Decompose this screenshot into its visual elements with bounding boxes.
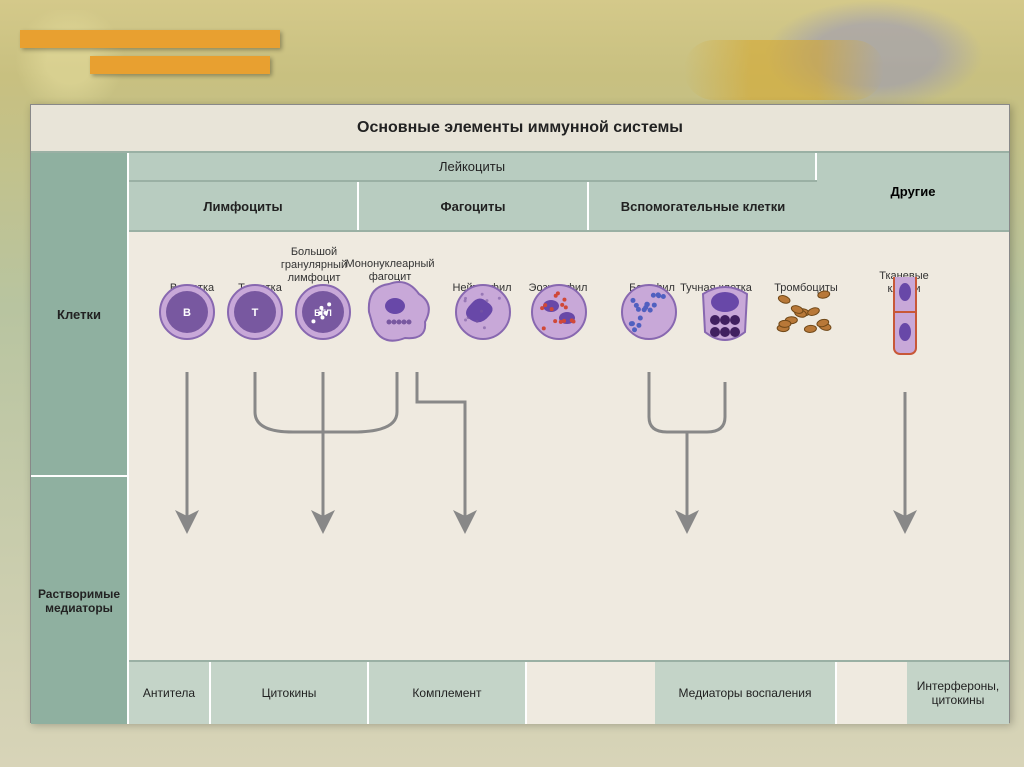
out-infl: Медиаторы воспаления [655,662,837,724]
side-cells-label: Клетки [31,153,127,477]
svg-text:В: В [183,307,191,319]
panel-title: Основные элементы иммунной системы [31,105,1009,153]
header-lymphocytes: Лимфоциты [129,182,359,230]
side-column: Клетки Растворимые медиаторы [31,153,129,724]
cell-eosino [519,277,599,397]
header-phagocytes: Фагоциты [359,182,589,230]
header-auxiliary: Вспомогательные клетки [589,182,817,230]
out-complement: Комплемент [369,662,527,724]
cell-thrombo [765,277,845,397]
cells-area: В-клеткаВТ-клеткаТБольшой гранулярный ли… [129,232,1009,660]
side-mediators-label: Растворимые медиаторы [31,477,127,724]
diagram-panel: Основные элементы иммунной системы Клетк… [30,104,1010,723]
header-leukocytes: Лейкоциты [129,153,817,180]
cell-mono [357,277,437,397]
header-other: Другие [817,153,1009,232]
decor-bars [20,30,280,82]
cell-tissue [865,277,945,397]
cell-mast [685,277,765,397]
cell-neutro [443,277,523,397]
out-ifn: Интерфероны, цитокины [907,662,1009,724]
svg-text:Т: Т [252,307,259,319]
svg-text:БГЛ: БГЛ [314,308,332,318]
out-spacer2 [837,662,907,724]
out-cytokines: Цитокины [211,662,369,724]
cell-bgl: БГЛ [283,277,363,397]
out-spacer [527,662,655,724]
outputs-row: Антитела Цитокины Комплемент Медиаторы в… [129,660,1009,724]
out-antibodies: Антитела [129,662,211,724]
